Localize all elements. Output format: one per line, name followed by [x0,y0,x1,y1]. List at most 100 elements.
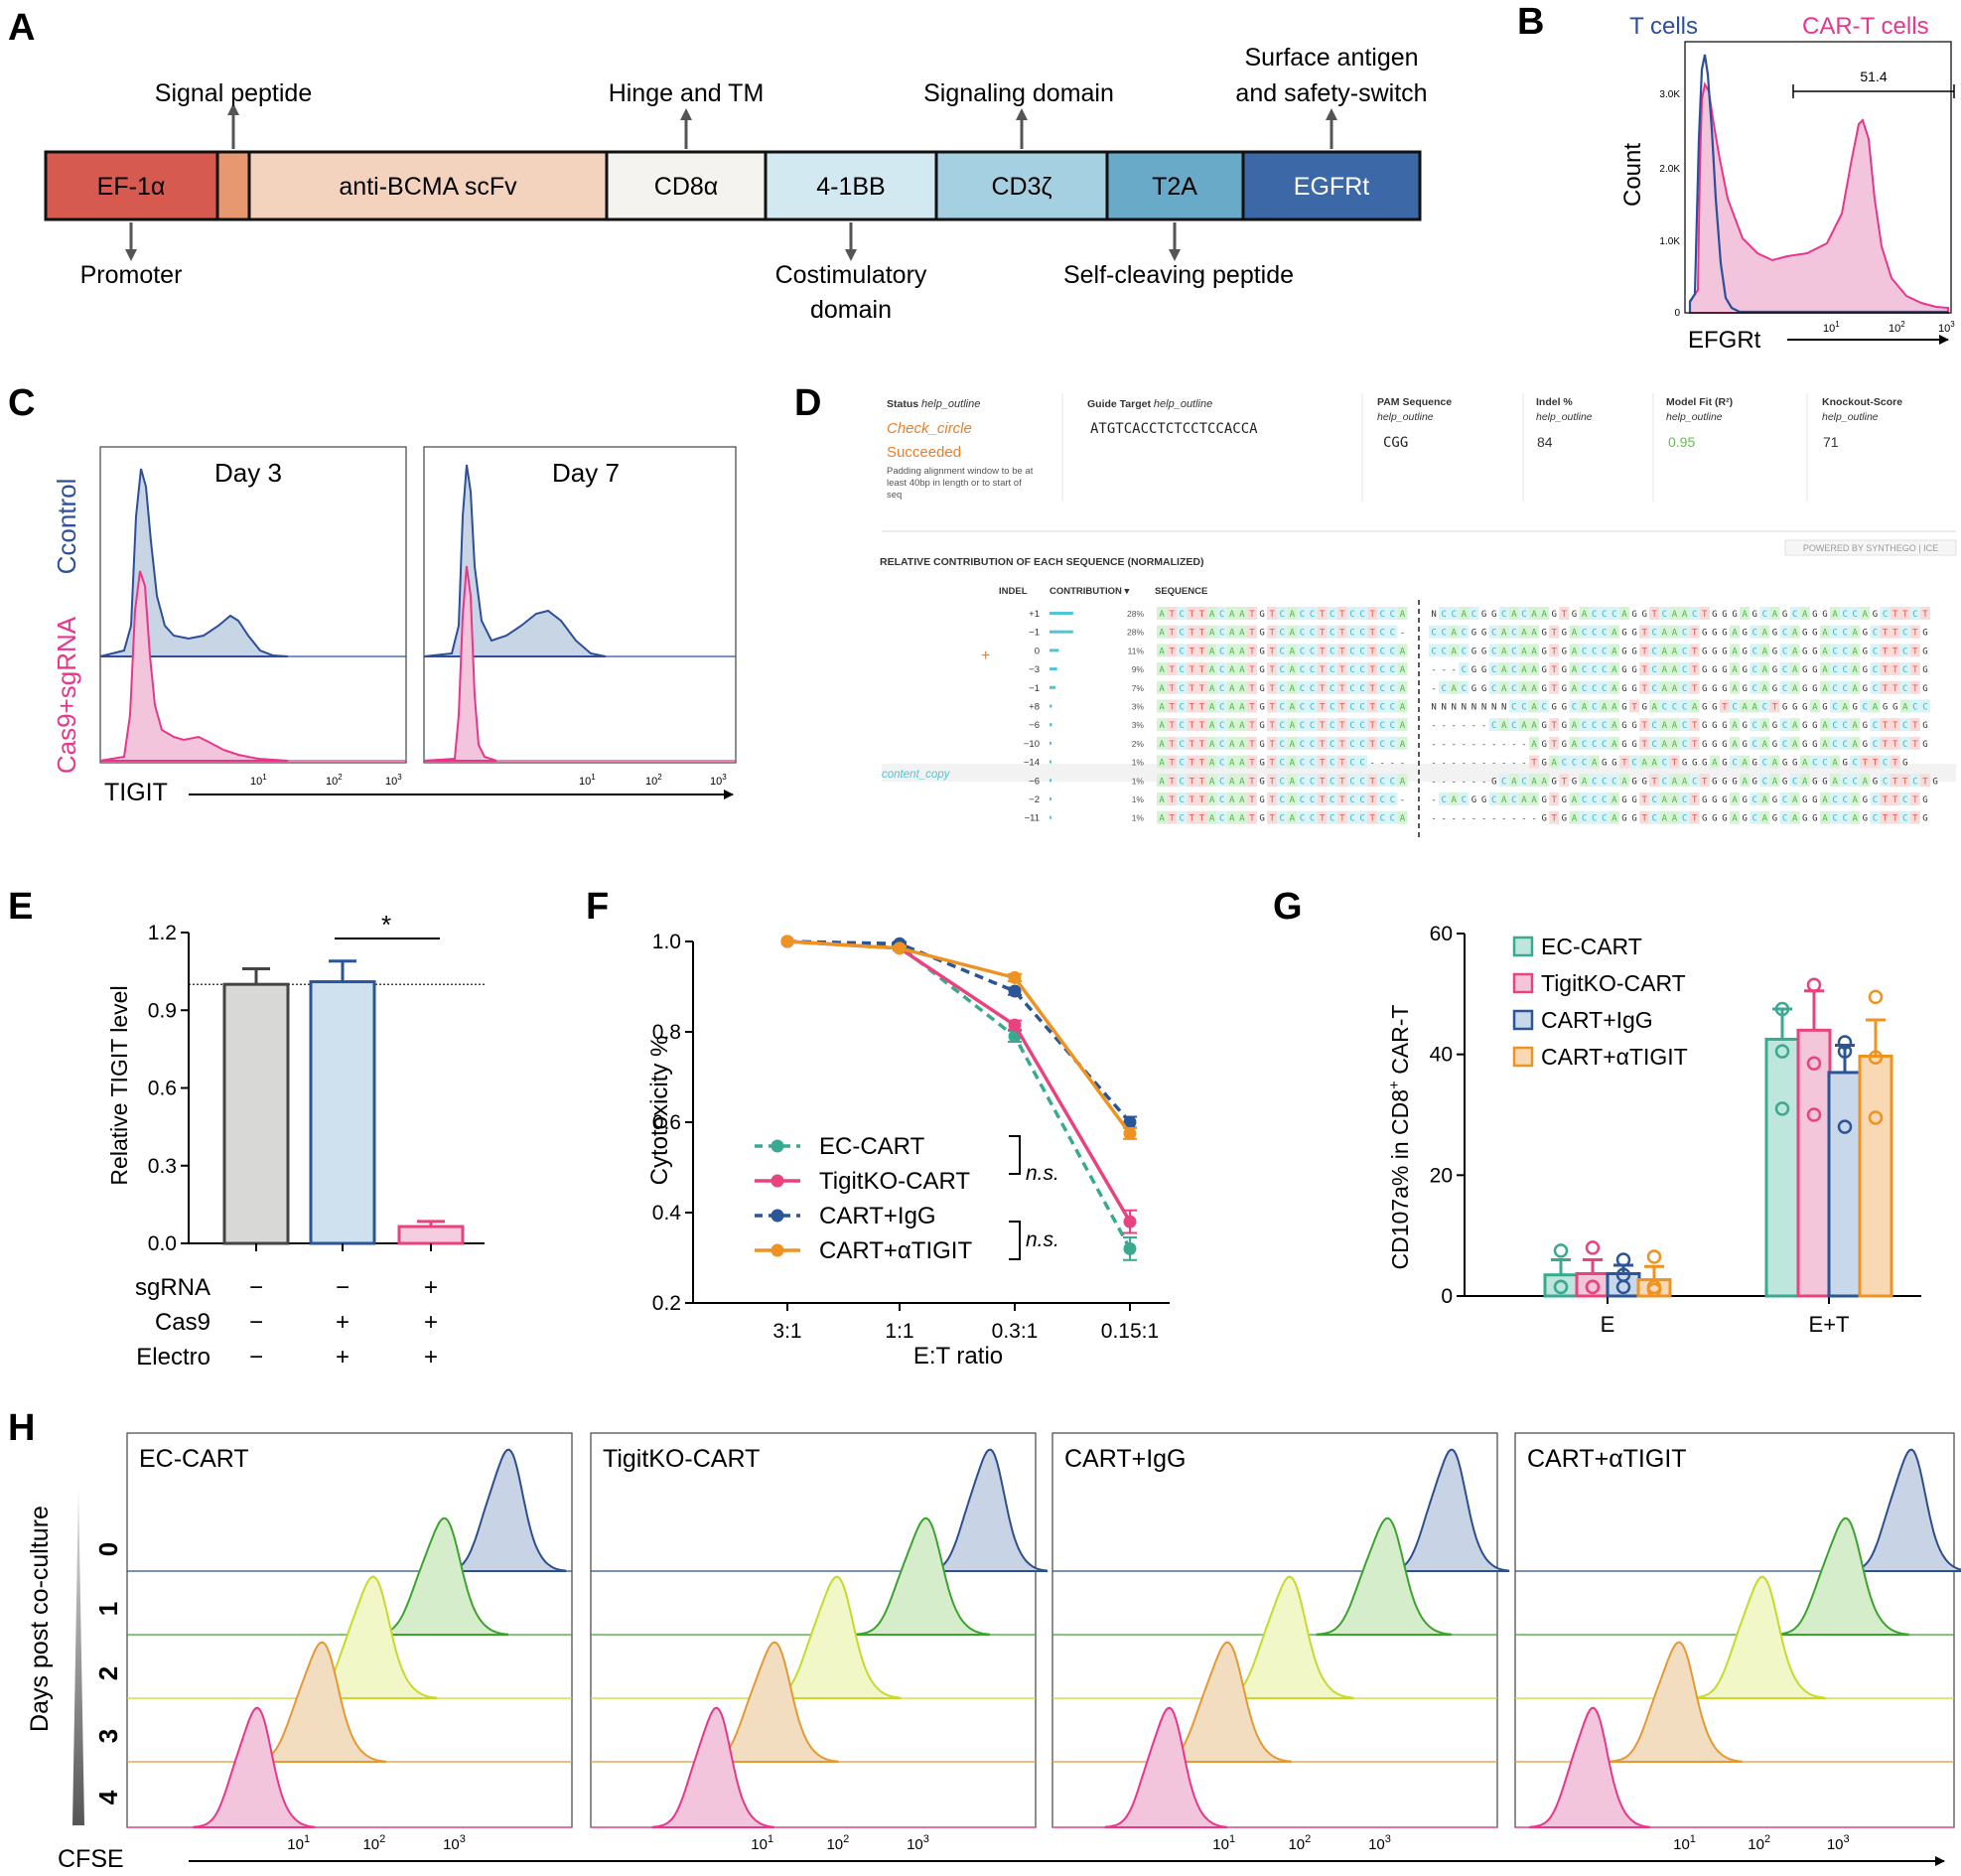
svg-text:G: G [1782,703,1787,713]
svg-text:T: T [1552,795,1558,805]
svg-text:A: A [1400,703,1406,713]
svg-text:T: T [1169,629,1175,639]
svg-text:G: G [1922,665,1927,675]
svg-text:C: C [1359,721,1364,731]
svg-text:G: G [1491,777,1496,787]
svg-text:A: A [1229,610,1235,620]
series-line-f [786,939,1132,1124]
svg-text:N: N [1452,703,1457,713]
svg-text:T: T [1249,721,1255,731]
svg-text:-: - [1462,740,1467,750]
svg-text:C: C [1330,610,1334,620]
svg-text:A: A [1239,610,1245,620]
svg-text:A: A [1290,665,1296,675]
svg-text:C: C [1380,629,1385,639]
label-self-cleaving: Self-cleaving peptide [1063,261,1294,289]
svg-text:A: A [1672,740,1678,750]
svg-text:A: A [1762,665,1768,675]
svg-text:C: C [1842,684,1847,694]
svg-text:A: A [1682,777,1688,787]
svg-text:T: T [1169,795,1175,805]
ytick-g: 60 [1430,923,1453,945]
svg-text:C: C [1682,795,1687,805]
svg-text:C: C [1511,665,1516,675]
svg-text:C: C [1380,795,1385,805]
svg-text:C: C [1832,647,1837,656]
svg-text:C: C [1180,703,1185,713]
svg-text:-: - [1481,740,1486,750]
svg-text:C: C [1380,684,1385,694]
svg-text:C: C [1832,665,1837,675]
svg-text:G: G [1631,721,1636,731]
svg-text:C: C [1792,610,1797,620]
svg-text:C: C [1380,665,1385,675]
svg-text:C: C [1180,629,1185,639]
panel-f-line-chart: Cytotoxicity % E:T ratio 0.2 0.4 0.6 0.8 1.0… [646,931,1170,1370]
svg-text:A: A [1521,795,1527,805]
svg-text:C: C [1682,703,1687,713]
svg-text:C: C [1853,759,1858,769]
svg-text:G: G [1812,684,1817,694]
svg-text:T: T [1369,795,1375,805]
svg-text:C: C [1832,721,1837,731]
svg-text:T: T [1631,703,1637,713]
ytick-g: 0 [1441,1285,1453,1308]
svg-text:A: A [1239,684,1245,694]
svg-text:C: C [1280,721,1285,731]
svg-text:C: C [1219,665,1224,675]
pam-sequence: CGG [1383,435,1408,451]
contribution-bar [1050,741,1051,745]
svg-text:T: T [1692,665,1698,675]
series-line-f [786,939,1132,1250]
svg-text:C: C [1452,610,1457,620]
svg-text:A: A [1572,665,1578,675]
svg-text:N: N [1462,703,1467,713]
svg-text:C: C [1390,610,1395,620]
cfse-peak-day4 [193,1706,316,1828]
svg-text:C: C [1602,777,1607,787]
svg-text:C: C [1491,665,1496,675]
svg-text:T: T [1552,647,1558,656]
svg-text:A: A [1229,721,1235,731]
svg-text:C: C [1842,721,1847,731]
svg-text:A: A [1762,740,1768,750]
svg-text:G: G [1481,795,1486,805]
svg-text:A: A [1541,777,1547,787]
svg-text:C: C [1300,777,1305,787]
copy-icon[interactable]: content_copy [882,769,951,781]
svg-text:T: T [1320,795,1326,805]
svg-text:C: C [1300,703,1305,713]
svg-text:A: A [1229,665,1235,675]
svg-text:G: G [1259,814,1264,824]
svg-text:A: A [1209,629,1215,639]
svg-text:G: G [1541,629,1546,639]
svg-text:A: A [1572,647,1578,656]
xlabel-f: E:T ratio [913,1343,1003,1370]
cfse-peak-day0 [1847,1448,1961,1572]
bar-e [397,1225,465,1245]
svg-text:C: C [1592,814,1597,824]
svg-text:G: G [1541,759,1546,769]
svg-text:G: G [1631,665,1636,675]
svg-text:C: C [1310,795,1315,805]
svg-text:T: T [1641,740,1647,750]
svg-text:C: C [1300,684,1305,694]
svg-text:-: - [1452,777,1457,787]
legend-label-g: CART+IgG [1541,1007,1653,1033]
ytick-e: 0.9 [148,999,177,1022]
svg-text:A: A [1159,777,1165,787]
svg-text:C: C [1349,703,1354,713]
svg-text:C: C [1752,684,1757,694]
svg-text:C: C [1280,665,1285,675]
svg-text:T: T [1320,629,1326,639]
svg-text:T: T [1531,759,1537,769]
svg-text:A: A [1239,740,1245,750]
svg-text:T: T [1552,665,1558,675]
svg-text:A: A [1853,721,1859,731]
svg-text:T: T [1912,629,1918,639]
svg-text:T: T [1922,610,1928,620]
data-point-g [1837,1035,1853,1050]
cfse-panel: TigitKO-CART 101 102 103 [590,1432,1049,1853]
